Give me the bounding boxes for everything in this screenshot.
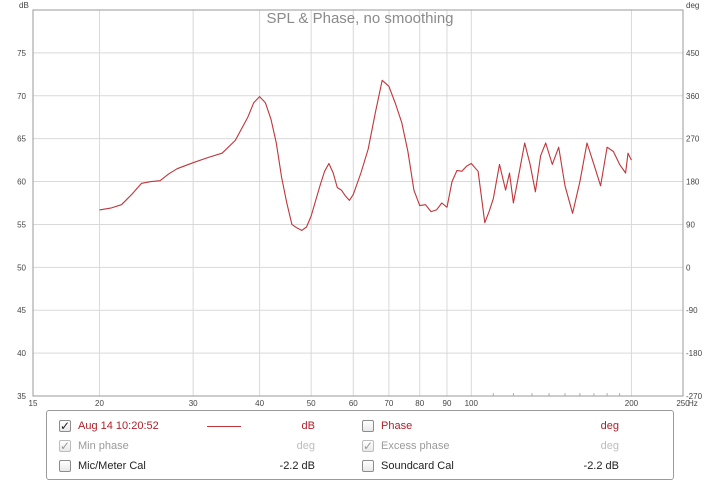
x-tick-label: 60 bbox=[349, 399, 358, 408]
series-color-swatch bbox=[207, 426, 241, 427]
y2-tick-label: 450 bbox=[686, 49, 700, 58]
legend-row: Mic/Meter Cal -2.2 dB Soundcard Cal -2.2… bbox=[47, 456, 673, 476]
y-tick-label: 55 bbox=[17, 220, 26, 229]
checkbox-mic-meter-cal[interactable] bbox=[59, 460, 71, 472]
y2-tick-label: 270 bbox=[686, 135, 700, 144]
chart-title: SPL & Phase, no smoothing bbox=[266, 10, 453, 27]
y-axis-unit-left: dB bbox=[19, 1, 29, 10]
legend-unit-min-phase: deg bbox=[296, 440, 315, 452]
y2-tick-label: 360 bbox=[686, 92, 700, 101]
y-tick-label: 70 bbox=[17, 92, 26, 101]
y2-tick-label: -270 bbox=[686, 392, 703, 401]
x-tick-label: 80 bbox=[415, 399, 424, 408]
legend-item-phase[interactable]: Phase bbox=[362, 416, 412, 436]
plot-frame bbox=[32, 9, 684, 397]
x-tick-label: 30 bbox=[189, 399, 198, 408]
checkbox-excess-phase[interactable] bbox=[362, 440, 374, 452]
y-tick-label: 60 bbox=[17, 178, 26, 187]
spl-phase-chart: 35 40 45 50 55 60 65 70 75 -270 -180 -90 0 90 180 270 36… bbox=[17, 1, 702, 408]
legend-label-mic-meter-cal: Mic/Meter Cal bbox=[78, 460, 146, 472]
x-tick-label: 90 bbox=[443, 399, 452, 408]
tick-labels: 35 40 45 50 55 60 65 70 75 -270 -180 -90 0 90 180 270 36… bbox=[17, 49, 702, 408]
y2-tick-label: 0 bbox=[686, 263, 691, 272]
y2-tick-label: 90 bbox=[686, 220, 695, 229]
x-tick-label: 40 bbox=[255, 399, 264, 408]
legend-value-mic-meter-cal: -2.2 dB bbox=[279, 460, 315, 472]
checkbox-measurement[interactable] bbox=[59, 420, 71, 432]
legend-row: Aug 14 10:20:52 dB Phase deg bbox=[47, 416, 673, 436]
x-tick-label: 250 bbox=[676, 399, 690, 408]
y2-tick-label: -90 bbox=[686, 306, 698, 315]
checkbox-min-phase[interactable] bbox=[59, 440, 71, 452]
legend-value-soundcard-cal: -2.2 dB bbox=[583, 460, 619, 472]
series-line-spl bbox=[99, 79, 632, 231]
legend-unit-excess-phase: deg bbox=[600, 440, 619, 452]
legend-label-soundcard-cal: Soundcard Cal bbox=[381, 460, 454, 472]
legend-label-phase: Phase bbox=[381, 420, 413, 432]
y-axis-unit-right: deg bbox=[686, 1, 699, 10]
legend-row: Min phase deg Excess phase deg bbox=[47, 436, 673, 456]
grid bbox=[33, 9, 683, 397]
y-tick-label: 65 bbox=[17, 135, 26, 144]
y-tick-label: 40 bbox=[17, 349, 26, 358]
legend-item-min-phase[interactable]: Min phase bbox=[59, 436, 129, 456]
y-tick-label: 50 bbox=[17, 263, 26, 272]
checkbox-soundcard-cal[interactable] bbox=[362, 460, 374, 472]
y2-tick-label: 180 bbox=[686, 178, 700, 187]
y2-tick-label: -180 bbox=[686, 349, 703, 358]
x-tick-label: 20 bbox=[95, 399, 104, 408]
legend-label-min-phase: Min phase bbox=[78, 440, 129, 452]
legend-item-mic-meter-cal[interactable]: Mic/Meter Cal bbox=[59, 456, 146, 476]
y-tick-label: 45 bbox=[17, 306, 26, 315]
x-tick-label: 15 bbox=[29, 399, 38, 408]
x-tick-label: 100 bbox=[465, 399, 479, 408]
legend-item-soundcard-cal[interactable]: Soundcard Cal bbox=[362, 456, 454, 476]
x-tick-label: 50 bbox=[307, 399, 316, 408]
x-tick-label: 200 bbox=[625, 399, 639, 408]
legend-unit-phase: deg bbox=[600, 420, 619, 432]
legend-label-excess-phase: Excess phase bbox=[381, 440, 450, 452]
checkbox-phase[interactable] bbox=[362, 420, 374, 432]
legend-item-excess-phase[interactable]: Excess phase bbox=[362, 436, 449, 456]
legend-panel: Aug 14 10:20:52 dB Phase deg Min phase d… bbox=[46, 410, 674, 480]
y-tick-label: 75 bbox=[17, 49, 26, 58]
x-axis-unit: Hz bbox=[688, 399, 698, 408]
legend-item-measurement[interactable]: Aug 14 10:20:52 bbox=[59, 416, 159, 436]
x-tick-label: 70 bbox=[384, 399, 393, 408]
series-layer bbox=[99, 79, 632, 231]
y-tick-label: 35 bbox=[17, 392, 26, 401]
legend-unit-measurement: dB bbox=[301, 420, 315, 432]
legend-label-measurement: Aug 14 10:20:52 bbox=[78, 420, 159, 432]
